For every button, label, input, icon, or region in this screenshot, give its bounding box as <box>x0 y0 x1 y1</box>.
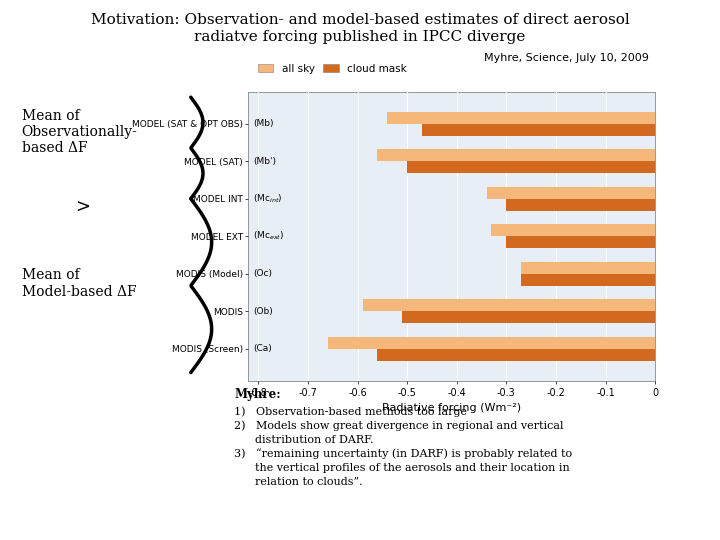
Bar <box>506 236 655 248</box>
Text: 1)   Observation-based methods too large
2)   Models show great divergence in re: 1) Observation-based methods too large 2… <box>234 406 572 487</box>
Text: (Oc): (Oc) <box>253 269 272 278</box>
Text: Motivation: Observation- and model-based estimates of direct aerosol: Motivation: Observation- and model-based… <box>91 14 629 28</box>
X-axis label: Radiative forcing (Wm⁻²): Radiative forcing (Wm⁻²) <box>382 402 521 413</box>
Legend: all sky, cloud mask: all sky, cloud mask <box>253 59 411 78</box>
Bar <box>377 149 655 161</box>
Bar <box>521 262 655 274</box>
Bar <box>521 274 655 286</box>
Text: (Ob): (Ob) <box>253 307 273 316</box>
Text: >: > <box>76 199 90 217</box>
Bar <box>422 124 655 136</box>
Bar <box>487 187 655 199</box>
Bar <box>328 337 655 349</box>
Text: (Mb'): (Mb') <box>253 157 276 166</box>
Text: (Mc$_{ext}$): (Mc$_{ext}$) <box>253 230 284 242</box>
Text: Mean of
Observationally-
based ΔF: Mean of Observationally- based ΔF <box>22 109 138 156</box>
Text: Myhre, Science, July 10, 2009: Myhre, Science, July 10, 2009 <box>485 53 649 63</box>
Text: (Mb): (Mb) <box>253 119 274 128</box>
Bar <box>377 349 655 361</box>
Text: (Mc$_{int}$): (Mc$_{int}$) <box>253 192 283 205</box>
Bar <box>492 224 655 236</box>
Bar <box>387 112 655 124</box>
Text: Myhre:: Myhre: <box>234 388 281 401</box>
Text: Mean of
Model-based ΔF: Mean of Model-based ΔF <box>22 268 136 299</box>
Bar <box>362 299 655 311</box>
Text: (Ca): (Ca) <box>253 345 272 353</box>
Text: radiatve forcing published in IPCC diverge: radiatve forcing published in IPCC diver… <box>194 30 526 44</box>
Bar <box>402 311 655 323</box>
Bar <box>407 161 655 173</box>
Bar <box>506 199 655 211</box>
